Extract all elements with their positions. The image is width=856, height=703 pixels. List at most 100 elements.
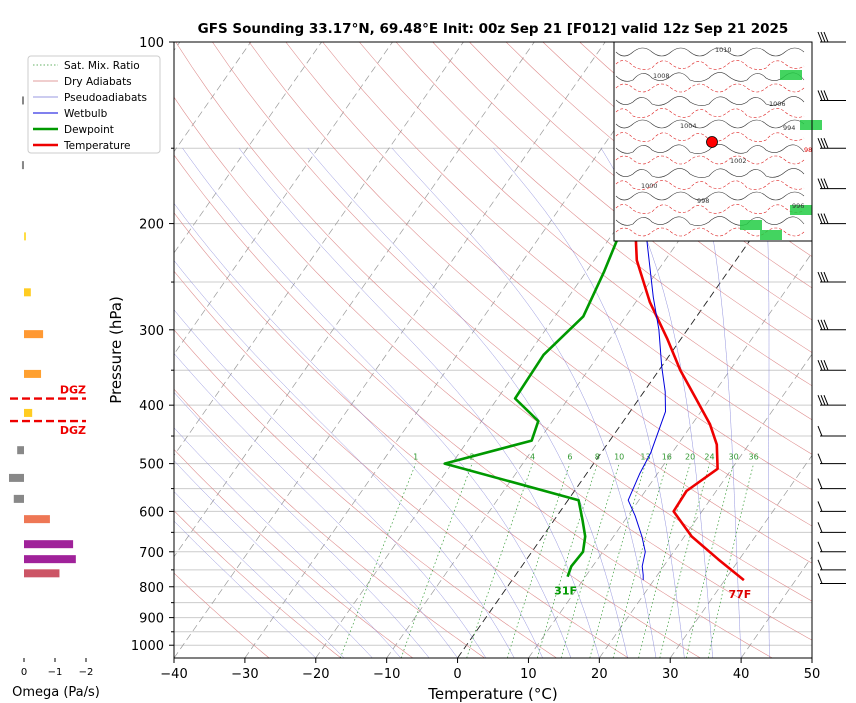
legend-label: Dry Adiabats xyxy=(64,76,132,88)
omega-bar xyxy=(24,330,44,339)
wind-barb-flag xyxy=(817,360,823,371)
isotherm-line xyxy=(599,353,812,658)
wind-barb-flag xyxy=(823,394,829,406)
wind-barb-flag xyxy=(817,271,823,283)
inset-isobar-label: 1010 xyxy=(715,46,732,54)
omega-bar xyxy=(24,369,42,378)
mixing-ratio-label: 10 xyxy=(614,453,624,462)
inset-isobar-label: 1000 xyxy=(641,182,658,190)
omega-bar xyxy=(24,515,50,524)
mixing-ratio-label: 30 xyxy=(729,453,739,462)
mixing-ratio-line xyxy=(400,463,473,658)
mixing-ratio-label: 20 xyxy=(685,453,695,462)
dry-adiabat xyxy=(248,42,812,527)
pseudoadiabat xyxy=(174,427,401,658)
inset-contour xyxy=(615,96,805,106)
dry-adiabat xyxy=(175,42,812,602)
mixing-ratio-label: 8 xyxy=(595,453,600,462)
omega-bar xyxy=(8,473,24,482)
pseudoadiabat xyxy=(174,309,487,658)
y-tick-label: 600 xyxy=(139,505,164,520)
y-tick-label: 200 xyxy=(139,218,164,233)
wind-barb-flag xyxy=(820,138,826,149)
x-tick-label: 40 xyxy=(733,667,750,682)
pseudoadiabat xyxy=(692,148,742,658)
pseudoadiabat xyxy=(493,148,685,658)
mixing-ratio-line xyxy=(707,463,754,658)
mixing-ratio-line xyxy=(638,463,691,658)
inset-isobar-label: 998 xyxy=(697,197,709,205)
dry-adiabat xyxy=(174,572,270,658)
x-tick-label: −40 xyxy=(160,667,187,682)
y-tick-label: 900 xyxy=(139,612,164,627)
legend-label: Temperature xyxy=(63,140,131,152)
inset-contour xyxy=(615,72,805,82)
inset-map: 1010 1008 1006 1004 1002 1000 998 996 994 98 xyxy=(613,41,822,242)
wind-barb-flag xyxy=(820,178,826,189)
wind-barb-flag xyxy=(817,573,823,584)
mixing-ratio-line xyxy=(536,463,598,658)
mixing-ratio-line xyxy=(659,463,710,658)
pseudoadiabat xyxy=(174,202,543,658)
mixing-ratio-label: 1 xyxy=(413,453,418,462)
wind-barb-flag xyxy=(820,213,826,224)
x-axis-label: Temperature (°C) xyxy=(427,685,557,703)
inset-contour xyxy=(615,168,805,178)
pseudoadiabat xyxy=(174,391,430,658)
omega-bar xyxy=(24,569,60,578)
y-tick-label: 100 xyxy=(139,36,164,51)
mixing-ratio-line xyxy=(589,463,646,658)
wind-barb-flag xyxy=(817,213,823,224)
surface-temperature-label: 77F xyxy=(728,588,751,601)
inset-contour xyxy=(615,119,805,129)
pseudoadiabat xyxy=(238,148,600,658)
y-tick-label: 300 xyxy=(139,324,164,339)
mixing-ratio-label: 36 xyxy=(748,453,758,462)
x-tick-label: −10 xyxy=(373,667,400,682)
omega-tick-label: −2 xyxy=(79,667,94,678)
x-tick-label: −30 xyxy=(231,667,258,682)
wind-barb-flag xyxy=(817,138,823,149)
pseudoadiabat xyxy=(174,260,515,658)
isotherm-line xyxy=(669,454,812,658)
omega-bar xyxy=(17,446,24,455)
inset-isobar-label: 996 xyxy=(792,202,804,210)
omega-bar xyxy=(24,288,31,297)
dgz-label: DGZ xyxy=(60,384,86,397)
isotherm-line xyxy=(811,657,812,658)
dry-adiabat xyxy=(395,42,812,387)
series-wetbulb-line xyxy=(627,195,666,581)
inset-contour xyxy=(615,191,805,201)
inset-isobar-label: 1006 xyxy=(769,100,786,108)
dry-adiabat xyxy=(469,42,812,321)
wind-barb-flag xyxy=(817,90,823,101)
y-axis-label: Pressure (hPa) xyxy=(107,296,125,404)
wind-barb-flag xyxy=(817,453,823,464)
mixing-ratio-label: 6 xyxy=(567,453,572,462)
x-tick-label: −20 xyxy=(302,667,329,682)
isotherm-line xyxy=(174,42,606,658)
inset-contour xyxy=(615,83,805,93)
wind-barb-flag xyxy=(820,271,826,283)
pseudoadiabat xyxy=(307,148,628,658)
omega-bar xyxy=(24,232,26,241)
omega-bar xyxy=(13,494,24,503)
pseudoadiabat xyxy=(174,520,316,658)
dry-adiabat xyxy=(174,510,342,658)
omega-bar xyxy=(22,96,24,105)
mixing-ratio-label: 16 xyxy=(662,453,672,462)
legend-label: Sat. Mix. Ratio xyxy=(64,60,140,72)
isotherm-line xyxy=(315,42,748,658)
inset-precip-patch xyxy=(800,120,822,130)
pseudoadiabat xyxy=(600,148,714,658)
wind-barb-flag xyxy=(823,360,829,371)
wind-barb-flag xyxy=(820,90,826,101)
pseudoadiabat xyxy=(391,148,657,658)
y-tick-label: 1000 xyxy=(131,639,164,654)
mixing-ratio-line xyxy=(507,463,571,658)
mixing-ratio-label: 24 xyxy=(704,453,714,462)
wind-barb-flag xyxy=(823,319,829,330)
wind-barb-flag xyxy=(823,213,829,224)
dry-adiabat xyxy=(212,42,812,564)
